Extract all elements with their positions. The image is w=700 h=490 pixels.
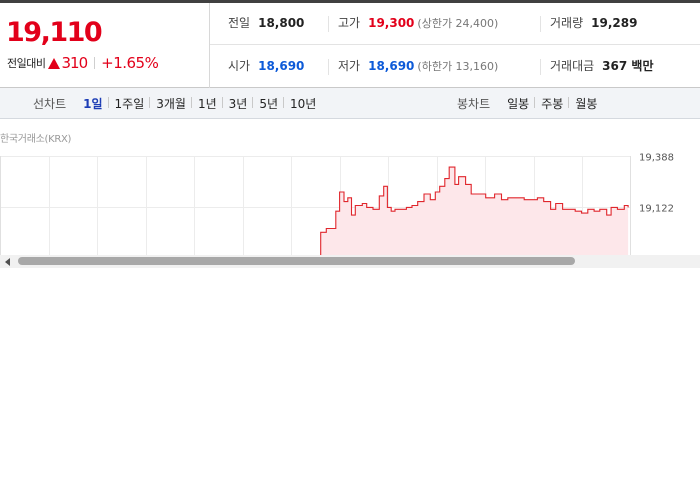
high-label: 고가: [338, 16, 361, 30]
price-change: 전일대비 310 +1.65%: [7, 54, 159, 72]
volume: 거래량 19,289: [540, 16, 637, 32]
chart-tab-bar: 선차트 1일 1주일 3개월 1년 3년 5년 10년 봉차트 일봉 주봉 월봉: [0, 88, 700, 119]
price-summary: 19,110 전일대비 310 +1.65%: [0, 3, 210, 88]
price-chart: 한국거래소(KRX) 19,388 19,122 18,856: [0, 120, 700, 255]
trade-value: 거래대금 367 백만: [540, 59, 653, 75]
prev-close-value: 18,800: [258, 16, 305, 30]
candle-chart-tabs: 봉차트 일봉 주봉 월봉: [457, 88, 603, 119]
price-line: [320, 166, 629, 255]
lower-limit: (하한가 13,160): [417, 60, 499, 73]
change-value: 310: [61, 54, 88, 72]
high-price: 고가 19,300 (상한가 24,400): [328, 16, 498, 32]
stock-widget: 19,110 전일대비 310 +1.65% 전일 18,800 고가 19,300…: [0, 0, 700, 268]
candle-chart-title: 봉차트: [457, 97, 491, 111]
up-arrow-icon: [48, 57, 61, 69]
tab-1-week[interactable]: 1주일: [107, 95, 151, 112]
high-value: 19,300: [368, 16, 415, 30]
tab-1-year[interactable]: 1년: [190, 95, 223, 112]
quote-info-grid: 전일 18,800 고가 19,300 (상한가 24,400) 거래량 19,289 …: [210, 3, 700, 88]
trade-value-amount: 367 백만: [602, 59, 654, 73]
data-source: 한국거래소(KRX): [0, 134, 72, 145]
low-label: 저가: [338, 59, 361, 73]
scroll-thumb[interactable]: [18, 257, 575, 265]
tab-monthly-candle[interactable]: 월봉: [568, 95, 603, 112]
prev-close: 전일 18,800: [228, 16, 304, 32]
tab-3-months[interactable]: 3개월: [149, 95, 192, 112]
y-tick-label: 19,388: [639, 153, 674, 164]
info-row: 시가 18,690 저가 18,690 (하한가 13,160) 거래대금 367 백만: [210, 46, 700, 88]
price-chart-svg: 19,388 19,122 18,856: [0, 153, 674, 256]
change-label: 전일대비: [7, 57, 46, 70]
quote-header: 19,110 전일대비 310 +1.65% 전일 18,800 고가 19,300…: [0, 0, 700, 88]
line-chart-title: 선차트: [33, 97, 67, 111]
open-price: 시가 18,690: [228, 59, 304, 75]
tab-10-years[interactable]: 10년: [283, 95, 322, 112]
price-area-fill: [318, 167, 629, 255]
tab-daily-candle[interactable]: 일봉: [507, 97, 530, 111]
low-price: 저가 18,690 (하한가 13,160): [328, 59, 498, 75]
y-tick-label: 19,122: [639, 204, 674, 215]
prev-close-label: 전일: [228, 16, 251, 30]
info-row: 전일 18,800 고가 19,300 (상한가 24,400) 거래량 19,289: [210, 3, 700, 45]
tab-3-years[interactable]: 3년: [221, 95, 254, 112]
open-value: 18,690: [258, 59, 305, 73]
y-tick-label: 18,856: [639, 255, 674, 256]
tab-weekly-candle[interactable]: 주봉: [534, 95, 569, 112]
tab-5-years[interactable]: 5년: [252, 95, 284, 112]
trade-value-label: 거래대금: [550, 59, 595, 73]
line-chart-tabs: 선차트 1일 1주일 3개월 1년 3년 5년 10년: [33, 88, 322, 119]
volume-label: 거래량: [550, 16, 584, 30]
volume-value: 19,289: [591, 16, 638, 30]
divider: [94, 57, 96, 69]
tab-1-day[interactable]: 1일: [83, 97, 103, 111]
low-value: 18,690: [368, 59, 415, 73]
upper-limit: (상한가 24,400): [417, 17, 499, 30]
open-label: 시가: [228, 59, 251, 73]
chart-scrollbar[interactable]: [0, 255, 700, 268]
scroll-left-arrow-icon[interactable]: [5, 258, 10, 266]
change-rate: +1.65%: [101, 54, 159, 72]
current-price: 19,110: [6, 17, 103, 48]
